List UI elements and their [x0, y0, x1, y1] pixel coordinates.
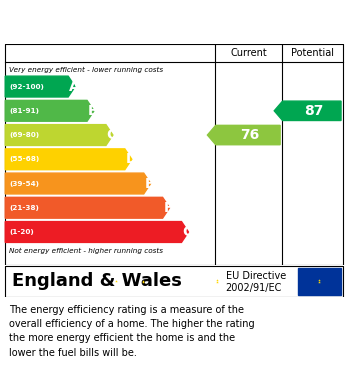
Polygon shape [5, 173, 151, 194]
Text: 76: 76 [240, 128, 259, 142]
Text: (21-38): (21-38) [9, 205, 39, 211]
Polygon shape [5, 197, 169, 218]
Text: (55-68): (55-68) [9, 156, 40, 162]
Text: F: F [163, 201, 173, 215]
Polygon shape [5, 222, 189, 242]
Polygon shape [207, 126, 280, 145]
Text: (69-80): (69-80) [9, 132, 40, 138]
Polygon shape [5, 76, 75, 97]
Text: Potential: Potential [291, 48, 334, 58]
Text: D: D [126, 152, 137, 166]
Text: G: G [182, 225, 193, 239]
Polygon shape [5, 100, 94, 121]
Text: Not energy efficient - higher running costs: Not energy efficient - higher running co… [9, 248, 163, 254]
Text: E: E [144, 176, 154, 190]
Text: 2002/91/EC: 2002/91/EC [226, 283, 282, 292]
Text: EU Directive: EU Directive [226, 271, 286, 281]
Text: The energy efficiency rating is a measure of the
overall efficiency of a home. T: The energy efficiency rating is a measur… [9, 305, 254, 358]
Text: Current: Current [230, 48, 267, 58]
Text: (39-54): (39-54) [9, 181, 39, 187]
Text: Very energy efficient - lower running costs: Very energy efficient - lower running co… [9, 66, 163, 73]
Text: (1-20): (1-20) [9, 229, 34, 235]
Text: 87: 87 [304, 104, 323, 118]
Polygon shape [274, 101, 341, 120]
Polygon shape [5, 125, 113, 145]
Text: A: A [69, 79, 80, 93]
Bar [298, 268, 341, 294]
Text: (92-100): (92-100) [9, 84, 44, 90]
Text: (81-91): (81-91) [9, 108, 39, 114]
Text: England & Wales: England & Wales [12, 272, 182, 290]
Text: B: B [88, 104, 98, 118]
Text: Energy Efficiency Rating: Energy Efficiency Rating [9, 21, 230, 36]
Text: C: C [106, 128, 117, 142]
Polygon shape [5, 149, 132, 170]
